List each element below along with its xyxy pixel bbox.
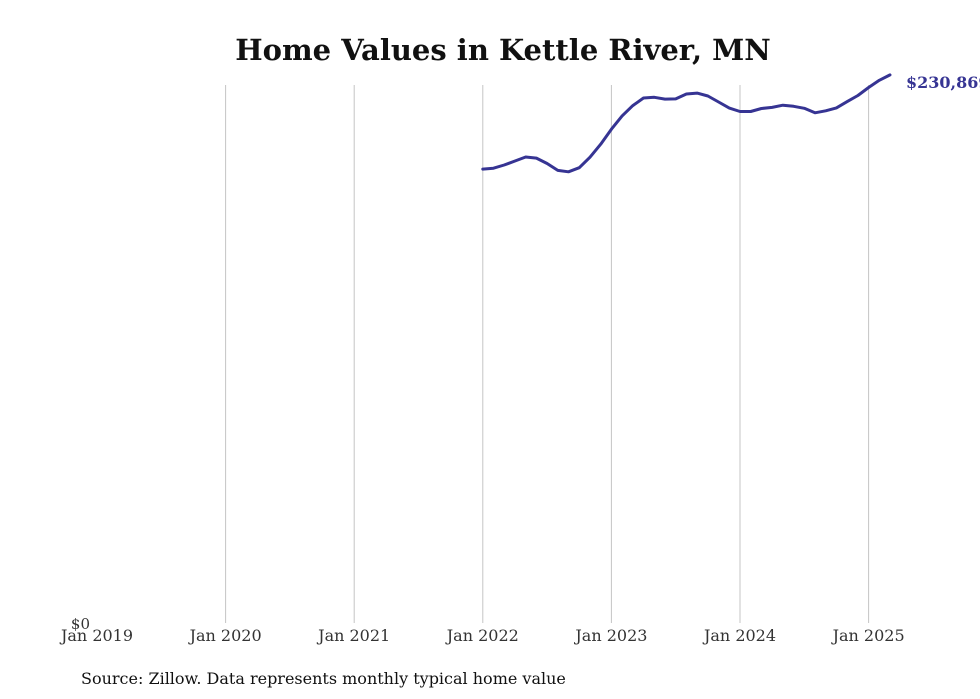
x-tick-label-2021: Jan 2021 <box>316 626 390 645</box>
x-tick-label-2020: Jan 2020 <box>188 626 262 645</box>
x-tick-label-2025: Jan 2025 <box>831 626 905 645</box>
series-line <box>481 73 892 174</box>
x-axis-tick-labels: Jan 2019 Jan 2020 Jan 2021 Jan 2022 Jan 2023… <box>59 626 905 645</box>
series-end-value-label: $230,869 <box>906 73 980 92</box>
x-tick-label-2024: Jan 2024 <box>702 626 776 645</box>
gridlines <box>225 85 870 623</box>
x-tick-label-2023: Jan 2023 <box>573 626 647 645</box>
chart-title: Home Values in Kettle River, MN <box>235 33 771 67</box>
x-tick-label-2022: Jan 2022 <box>445 626 519 645</box>
source-note: Source: Zillow. Data represents monthly … <box>81 669 566 688</box>
x-tick-label-2019: Jan 2019 <box>59 626 133 645</box>
y-axis-tick-label-zero: $0 <box>71 615 90 633</box>
